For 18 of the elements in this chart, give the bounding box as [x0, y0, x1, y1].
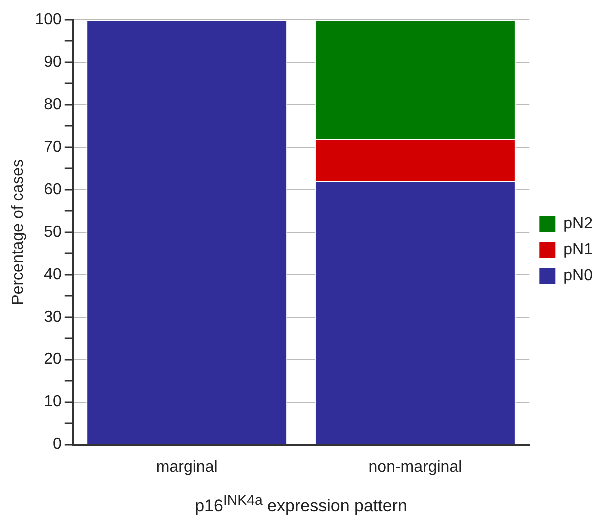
- y-tick-label: 10: [44, 394, 62, 411]
- x-tick-label: non-marginal: [368, 458, 462, 476]
- y-tick-label: 100: [35, 11, 62, 28]
- y-tick-label: 60: [44, 181, 62, 198]
- x-tick-label: marginal: [156, 458, 218, 476]
- y-tick-label: 50: [44, 224, 62, 241]
- y-tick-label: 0: [52, 436, 62, 454]
- y-tick-label: 30: [44, 308, 62, 326]
- y-axis-title: Percentage of cases: [10, 159, 28, 306]
- legend-label: pN2: [564, 215, 594, 232]
- y-tick-label: 20: [44, 351, 62, 368]
- y-tick-label: 90: [44, 54, 62, 71]
- y-tick-label: 70: [44, 138, 62, 156]
- legend-label: pN1: [564, 241, 594, 258]
- y-tick-label: 80: [44, 96, 62, 114]
- y-tick-label: 40: [44, 266, 62, 284]
- legend-label: pN0: [564, 267, 594, 284]
- x-axis-title: p16$^{INK4a}$ expression pattern: [195, 492, 408, 516]
